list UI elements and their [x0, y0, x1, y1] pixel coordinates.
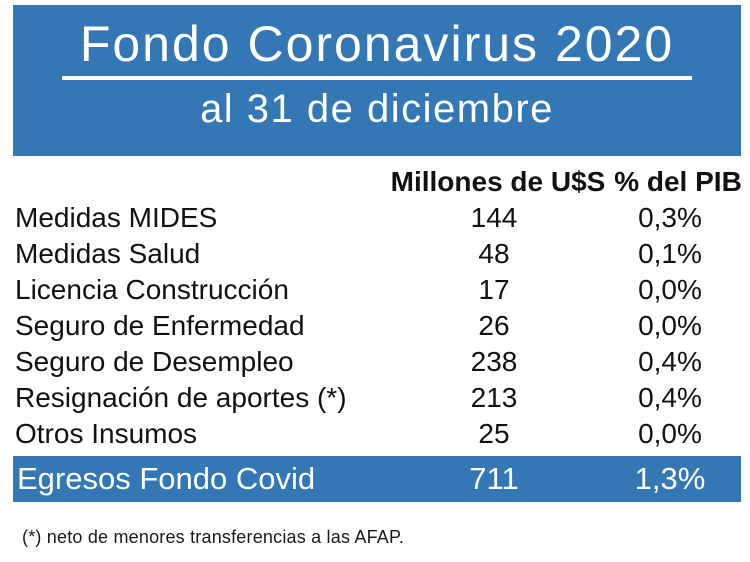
row-millions: 25 — [478, 418, 510, 449]
row-label: Seguro de Desempleo — [15, 346, 294, 377]
row-millions: 238 — [470, 346, 518, 377]
row-pib: 0,0% — [638, 310, 702, 341]
table-row: Resignación de aportes (*) 213 0,4% — [13, 380, 741, 416]
table-row: Medidas MIDES 144 0,3% — [13, 200, 741, 236]
row-pib: 0,1% — [638, 238, 702, 269]
row-millions: 17 — [478, 274, 510, 305]
row-label: Seguro de Enfermedad — [15, 310, 305, 341]
page-title-line: Fondo Coronavirus 2020 — [13, 17, 741, 80]
page-subtitle: al 31 de diciembre — [200, 87, 554, 131]
row-millions: 213 — [470, 382, 518, 413]
column-header-millones: Millones de U$S — [390, 166, 606, 197]
row-pib: 0,0% — [638, 418, 702, 449]
table-row: Seguro de Enfermedad 26 0,0% — [13, 308, 741, 344]
row-millions: 144 — [470, 202, 518, 233]
column-header-pib: % del PIB — [614, 166, 742, 197]
table-column-headers: Millones de U$S % del PIB — [13, 163, 742, 200]
total-pib: 1,3% — [634, 461, 706, 496]
page-title: Fondo Coronavirus 2020 — [61, 17, 693, 80]
footnote: (*) neto de menores transferencias a las… — [22, 527, 405, 547]
covid-fund-table: Millones de U$S % del PIB Medidas MIDES … — [13, 163, 742, 502]
row-label: Medidas MIDES — [15, 202, 218, 233]
table-row: Otros Insumos 25 0,0% — [13, 416, 741, 452]
row-pib: 0,4% — [638, 346, 702, 377]
row-label: Otros Insumos — [15, 418, 198, 449]
row-pib: 0,0% — [638, 274, 702, 305]
row-pib: 0,4% — [638, 382, 702, 413]
total-label: Egresos Fondo Covid — [17, 461, 316, 496]
table-row: Medidas Salud 48 0,1% — [13, 236, 741, 272]
total-millions: 711 — [469, 461, 519, 496]
row-millions: 26 — [478, 310, 510, 341]
row-label: Medidas Salud — [15, 238, 201, 269]
row-pib: 0,3% — [638, 202, 702, 233]
row-label: Resignación de aportes (*) — [15, 382, 347, 413]
table-row: Licencia Construcción 17 0,0% — [13, 272, 741, 308]
table-row: Seguro de Desempleo 238 0,4% — [13, 344, 741, 380]
title-banner: Fondo Coronavirus 2020 al 31 de diciembr… — [13, 5, 741, 156]
row-millions: 48 — [478, 238, 510, 269]
table-total-row: Egresos Fondo Covid 711 1,3% — [13, 456, 741, 502]
row-label: Licencia Construcción — [15, 274, 289, 305]
